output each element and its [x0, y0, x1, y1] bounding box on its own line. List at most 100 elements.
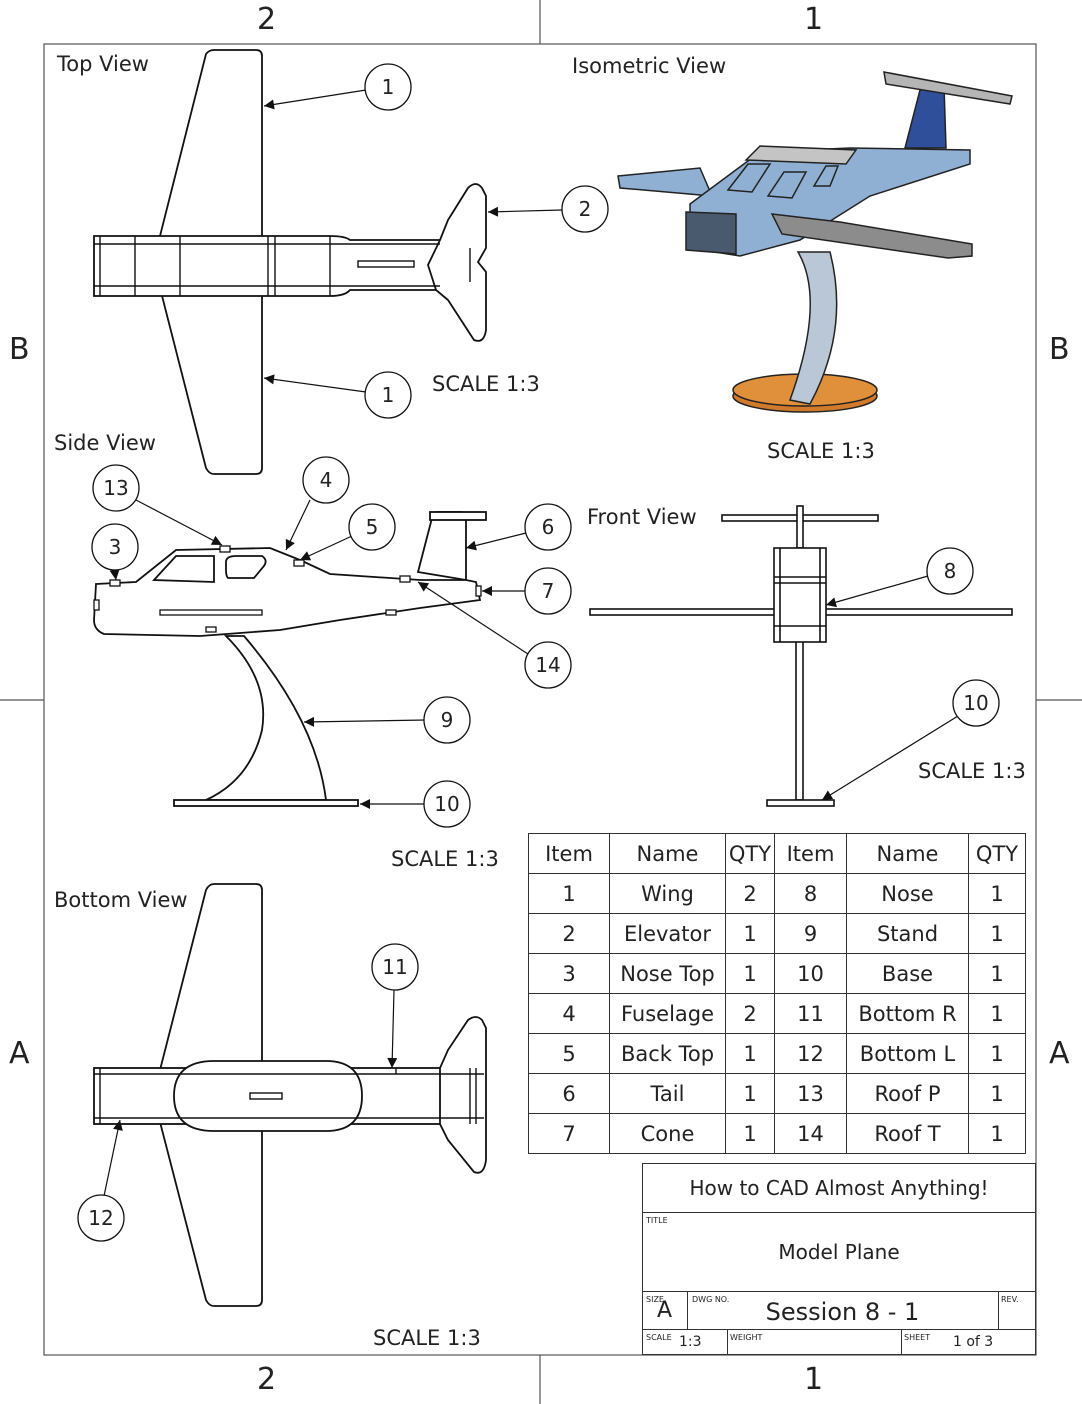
bom-cell: 1 [528, 873, 610, 914]
bom-cell: Tail [609, 1073, 726, 1114]
size-value: A [657, 1298, 673, 1323]
bom-cell: 10 [774, 953, 847, 994]
bom-cell: Elevator [609, 913, 726, 954]
bom-cell: 9 [774, 913, 847, 954]
balloon-7: 7 [541, 579, 555, 603]
bom-cell: 1 [968, 873, 1026, 914]
front-view-label: Front View [587, 505, 697, 529]
bom-cell: Fuselage [609, 993, 726, 1034]
balloon-10-front: 10 [963, 691, 989, 715]
balloon-5: 5 [365, 515, 379, 539]
dwg-no-caption: DWG NO. [692, 1295, 730, 1304]
front-view-plane [589, 505, 1013, 807]
balloon-3: 3 [108, 535, 122, 559]
bom-cell: 13 [774, 1073, 847, 1114]
top-view-details [94, 236, 471, 296]
bom-cell: Roof T [846, 1113, 969, 1154]
bom-cell: Roof P [846, 1073, 969, 1114]
isometric-view-label: Isometric View [572, 54, 727, 78]
dwg-no: Session 8 - 1 [765, 1298, 920, 1326]
balloon-9: 9 [440, 708, 454, 732]
top-view-plane [93, 49, 487, 475]
bom-cell: 1 [725, 1113, 775, 1154]
bottom-view-plane [93, 883, 487, 1307]
bom-cell: 1 [725, 1033, 775, 1074]
bom-cell: 1 [725, 913, 775, 954]
zone-col-2-bottom: 2 [257, 1362, 277, 1397]
bom-cell: Bottom L [846, 1033, 969, 1074]
bom-table: Item Name QTY Item Name QTY 1 Wing 2 8 Nose 1… [528, 833, 1026, 1154]
bom-cell: 2 [725, 993, 775, 1034]
bom-cell: 12 [774, 1033, 847, 1074]
scale-caption: SCALE [646, 1333, 672, 1342]
sheet-value: 1 of 3 [953, 1334, 994, 1350]
bom-cell: Back Top [609, 1033, 726, 1074]
bom-cell: 1 [968, 993, 1026, 1034]
company-name: How to CAD Almost Anything! [689, 1176, 989, 1200]
front-view-leaders [821, 575, 959, 801]
bom-cell: 14 [774, 1113, 847, 1154]
table-row: 1 Wing 2 8 Nose 1 [528, 873, 1026, 914]
top-view-scale: SCALE 1:3 [432, 372, 540, 396]
bom-cell: 11 [774, 993, 847, 1034]
size-caption: SIZE [646, 1295, 664, 1304]
table-row: 3 Nose Top 1 10 Base 1 [528, 953, 1026, 994]
weight-caption: WEIGHT [730, 1333, 763, 1342]
zone-row-b-right: B [1049, 332, 1070, 367]
front-view-scale: SCALE 1:3 [918, 759, 1026, 783]
bom-cell: Stand [846, 913, 969, 954]
side-view-label: Side View [54, 431, 156, 455]
bom-header-qty: QTY [725, 833, 775, 874]
top-view-label: Top View [57, 52, 149, 76]
bom-header-name: Name [609, 833, 726, 874]
zone-row-b-left: B [9, 332, 30, 367]
bom-cell: 1 [968, 913, 1026, 954]
isometric-plane [617, 71, 1013, 413]
bom-cell: 1 [968, 1033, 1026, 1074]
balloon-1-upper: 1 [381, 75, 395, 99]
zone-col-1-bottom: 1 [804, 1362, 824, 1397]
balloon-14: 14 [535, 653, 561, 677]
zone-col-2-top: 2 [257, 2, 277, 37]
side-view-details [93, 545, 482, 633]
bom-cell: 1 [725, 953, 775, 994]
bom-cell: 6 [528, 1073, 610, 1114]
side-view-plane [93, 511, 487, 807]
bom-cell: Cone [609, 1113, 726, 1154]
bom-cell: 4 [528, 993, 610, 1034]
balloon-1-lower: 1 [381, 383, 395, 407]
balloon-13: 13 [103, 476, 129, 500]
bom-header-name-2: Name [846, 833, 969, 874]
bom-header-qty-2: QTY [968, 833, 1026, 874]
zone-col-1-top: 1 [804, 2, 824, 37]
zone-row-a-right: A [1049, 1036, 1070, 1071]
scale-value: 1:3 [679, 1334, 702, 1350]
bom-cell: Base [846, 953, 969, 994]
balloon-2: 2 [578, 197, 592, 221]
bottom-view-details [94, 1068, 484, 1124]
bottom-view-scale: SCALE 1:3 [373, 1326, 481, 1350]
bom-header-item-2: Item [774, 833, 847, 874]
bom-cell: 2 [528, 913, 610, 954]
bom-cell: 7 [528, 1113, 610, 1154]
rev-caption: REV. [1001, 1295, 1019, 1304]
zone-row-a-left: A [9, 1036, 30, 1071]
balloon-4: 4 [319, 468, 333, 492]
balloon-circles [77, 63, 1000, 1242]
side-view-scale: SCALE 1:3 [391, 847, 499, 871]
bottom-view-leaders [103, 989, 398, 1197]
isometric-view-scale: SCALE 1:3 [767, 439, 875, 463]
balloon-12: 12 [88, 1206, 114, 1230]
title-caption: TITLE [646, 1216, 668, 1225]
balloon-6: 6 [541, 515, 555, 539]
sheet-caption: SHEET [904, 1333, 931, 1342]
bottom-view-label: Bottom View [54, 888, 188, 912]
bom-cell: 1 [968, 1113, 1026, 1154]
bom-cell: 3 [528, 953, 610, 994]
